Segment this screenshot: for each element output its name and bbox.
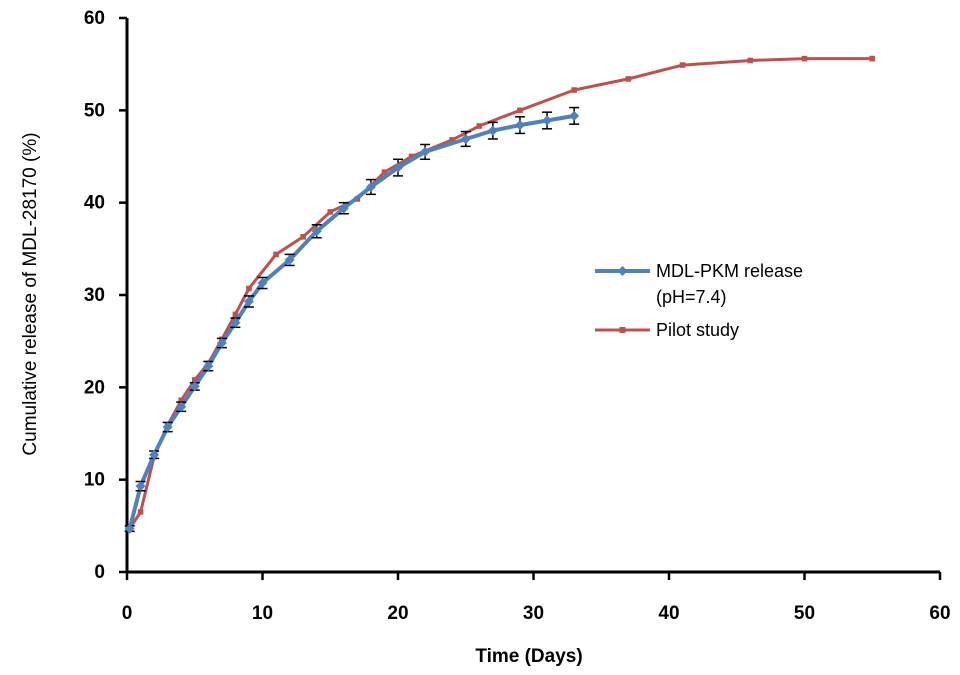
x-tick-label: 60 [929, 603, 950, 624]
data-point [460, 133, 471, 144]
legend-item: MDL-PKM release (pH=7.4) [595, 261, 803, 307]
data-point [801, 55, 808, 62]
y-tick-label: 20 [84, 377, 105, 398]
data-point [517, 107, 523, 114]
y-tick-label: 60 [84, 8, 105, 29]
data-point [178, 397, 184, 404]
data-point [216, 338, 227, 349]
data-point [487, 125, 498, 136]
data-point [257, 277, 268, 288]
data-point [514, 120, 525, 131]
x-tick-label: 40 [658, 603, 679, 624]
legend-swatch-marker [617, 266, 628, 276]
legend-swatch-marker [619, 327, 626, 333]
series-line [127, 113, 575, 530]
data-point [243, 296, 254, 307]
axes [125, 18, 940, 574]
data-point [542, 115, 553, 126]
y-tick-label: 40 [84, 193, 105, 214]
legend-item: Pilot study [595, 320, 739, 340]
data-point [203, 361, 214, 372]
x-axis-title: Time (Days) [475, 646, 582, 667]
data-point [246, 285, 252, 292]
legend: MDL-PKM release (pH=7.4) Pilot study [595, 261, 803, 340]
data-point [232, 311, 239, 318]
data-point [476, 123, 483, 129]
y-axis-title: Cumulative release of MDL-28170 (%) [20, 132, 41, 455]
legend-label: (pH=7.4) [656, 287, 727, 307]
data-point [311, 226, 322, 237]
data-point [571, 87, 577, 93]
data-point [284, 254, 295, 265]
x-tick-label: 50 [794, 603, 815, 624]
data-point [300, 234, 306, 240]
data-point [420, 146, 431, 157]
data-point [135, 481, 146, 492]
data-point [747, 57, 754, 64]
data-point [191, 377, 198, 383]
data-point [149, 449, 160, 460]
x-tick-label: 20 [387, 603, 408, 624]
x-tick-label: 0 [122, 603, 133, 624]
data-point [625, 76, 632, 82]
x-tick-label: 10 [252, 603, 273, 624]
y-tick-label: 30 [84, 285, 105, 306]
data-point [137, 509, 144, 515]
y-tick-label: 0 [94, 562, 105, 583]
data-point [381, 169, 388, 175]
data-point [230, 317, 241, 328]
data-point [449, 137, 455, 143]
series-mdl-pkm-release [124, 106, 580, 534]
y-tick-label: 10 [84, 470, 105, 491]
data-point [189, 381, 200, 392]
data-point [273, 251, 279, 258]
legend-label: MDL-PKM release [656, 261, 803, 281]
x-tick-label: 30 [523, 603, 544, 624]
data-point [338, 203, 349, 214]
data-point [124, 523, 135, 534]
data-point [679, 62, 686, 68]
data-point [408, 153, 415, 160]
data-point [162, 422, 173, 433]
data-point [176, 401, 187, 412]
data-point [365, 181, 376, 192]
ticks: 0 10 20 30 40 50 60 0 10 20 30 40 50 60 [84, 8, 951, 624]
legend-label: Pilot study [656, 320, 739, 340]
data-point [569, 110, 580, 121]
y-tick-label: 50 [84, 100, 105, 121]
data-point [393, 162, 403, 173]
data-point [869, 55, 876, 62]
data-point [327, 209, 334, 215]
series-layer [124, 55, 876, 534]
